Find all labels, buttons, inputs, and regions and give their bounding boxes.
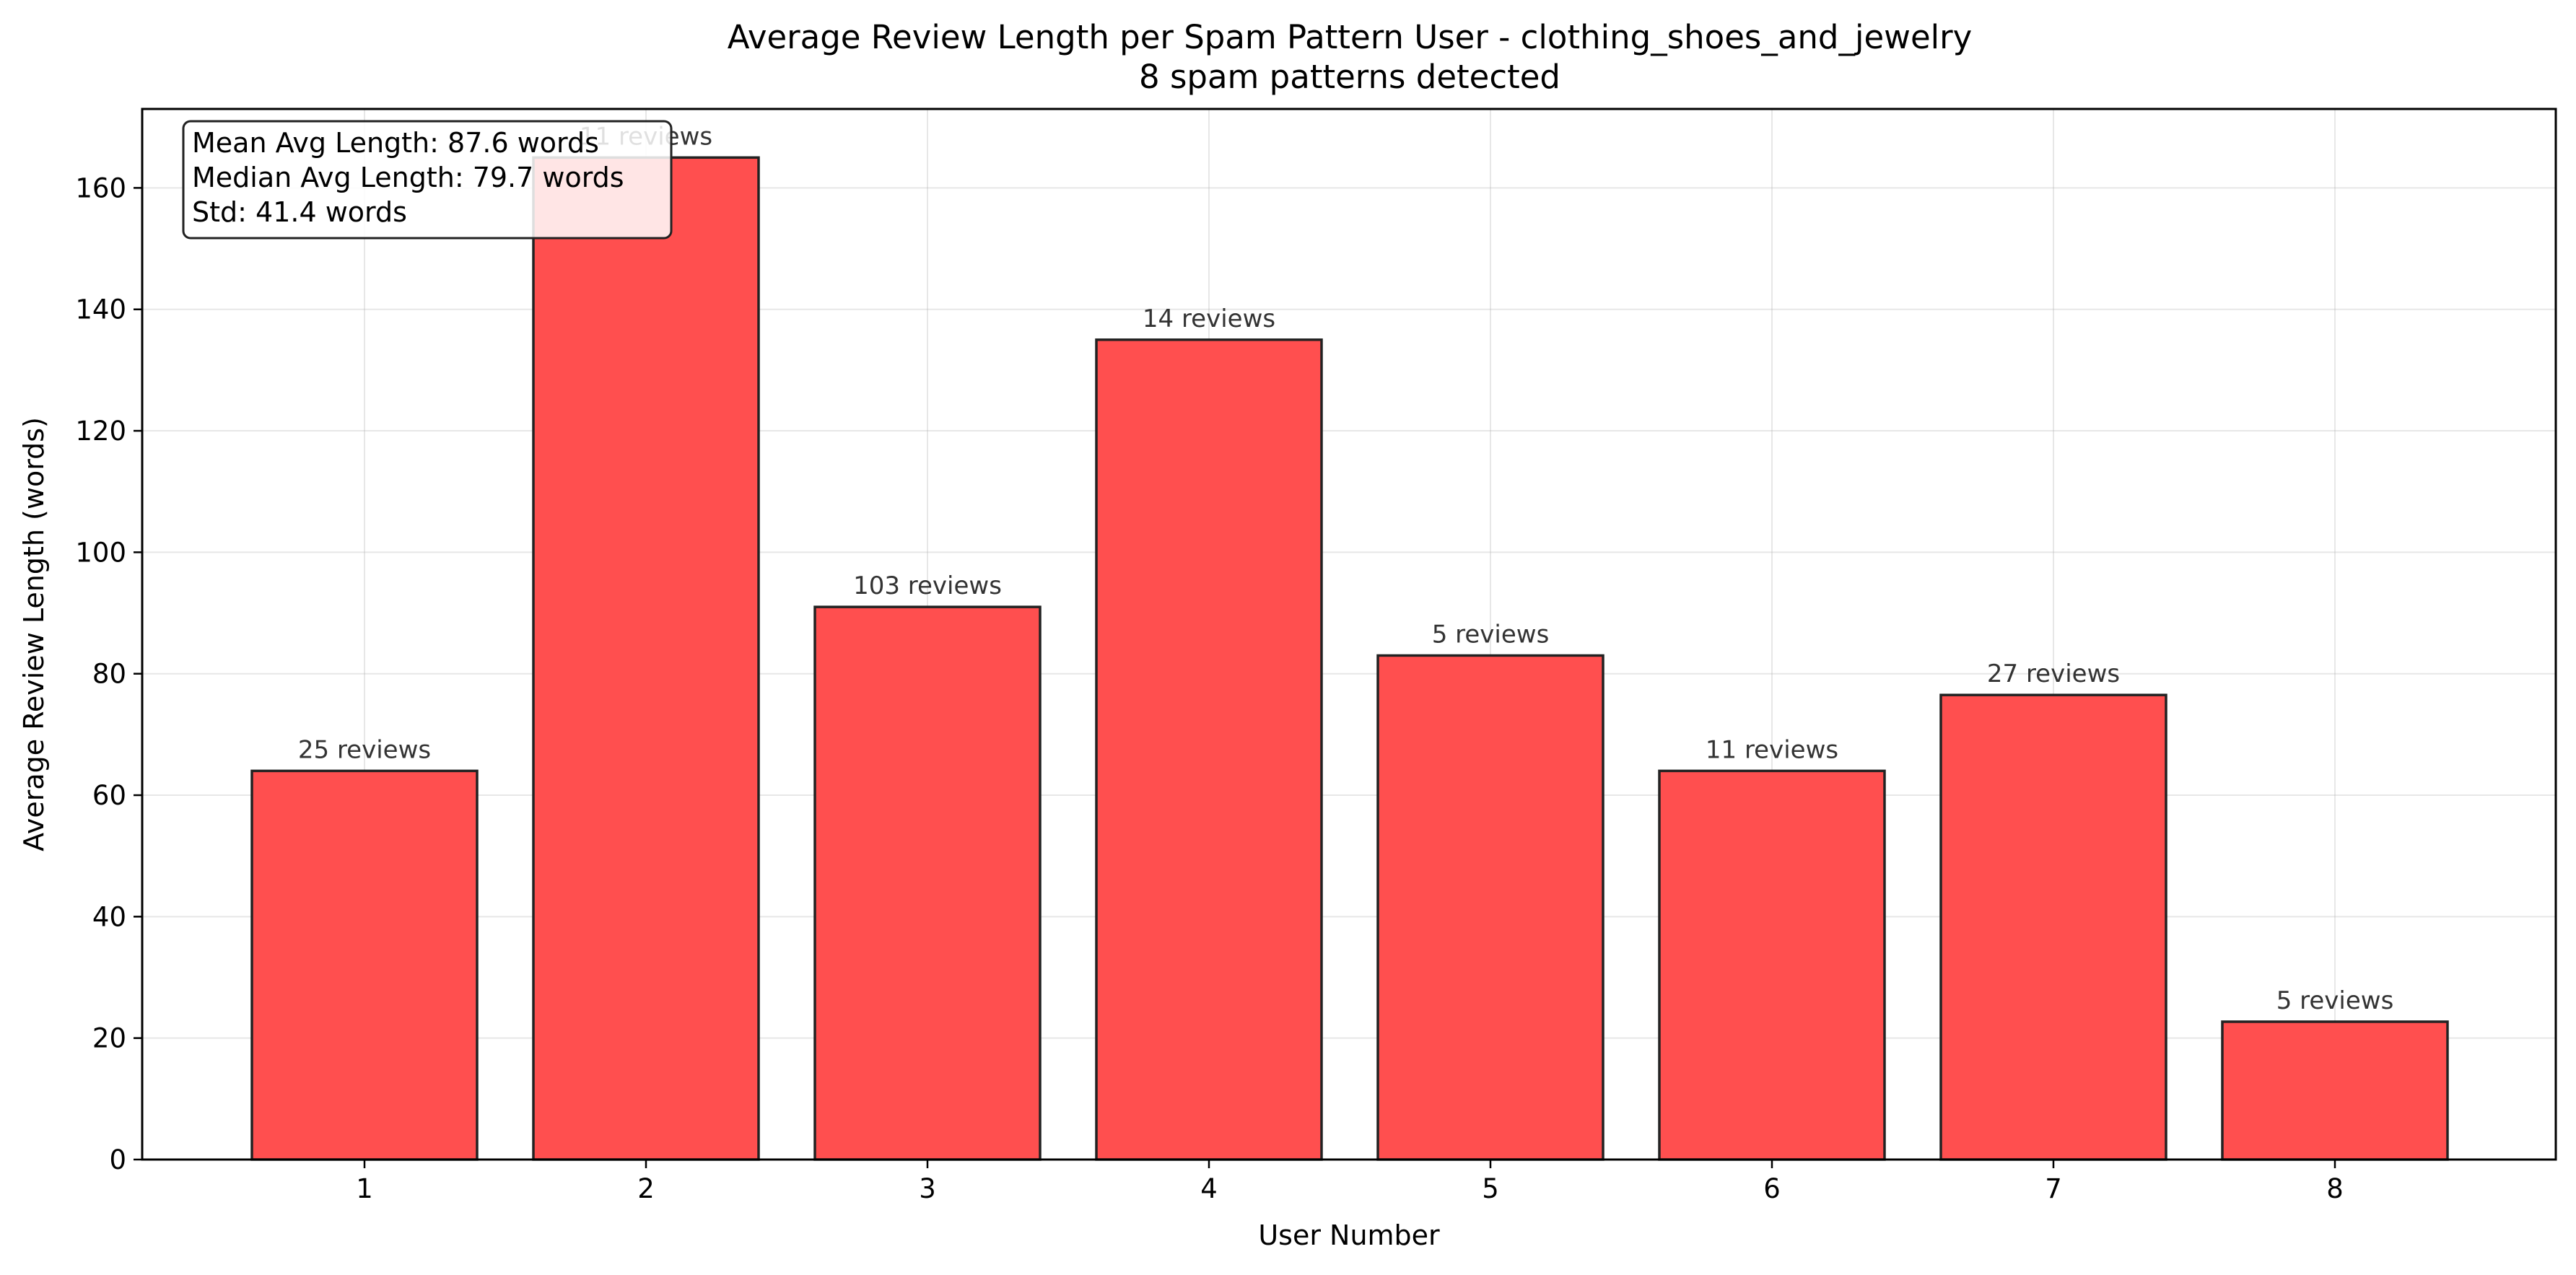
chart-subtitle: 8 spam patterns detected bbox=[1139, 58, 1560, 96]
x-axis-label: User Number bbox=[1258, 1219, 1440, 1251]
x-tick-label: 4 bbox=[1200, 1173, 1218, 1204]
x-axis-ticks: 1 2 3 4 5 6 7 8 bbox=[356, 1160, 2344, 1204]
y-tick-label: 20 bbox=[92, 1023, 126, 1054]
x-tick-label: 8 bbox=[2326, 1173, 2344, 1204]
chart-title: Average Review Length per Spam Pattern U… bbox=[728, 18, 1973, 56]
y-tick-label: 60 bbox=[92, 780, 126, 811]
x-tick-label: 3 bbox=[919, 1173, 936, 1204]
bar-data-label: 103 reviews bbox=[853, 571, 1002, 600]
y-tick-label: 40 bbox=[92, 901, 126, 932]
data-labels: 25 reviews 11 reviews 103 reviews 14 review… bbox=[298, 122, 2393, 1015]
stats-median: Median Avg Length: 79.7 words bbox=[192, 162, 624, 193]
bar-user-6 bbox=[1658, 769, 1886, 1161]
y-tick-label: 140 bbox=[75, 294, 126, 325]
stats-mean: Mean Avg Length: 87.6 words bbox=[192, 127, 599, 159]
bar-user-8 bbox=[2221, 1020, 2449, 1161]
bar-user-4 bbox=[1095, 338, 1323, 1161]
x-tick-label: 6 bbox=[1763, 1173, 1781, 1204]
bar-data-label: 11 reviews bbox=[1706, 735, 1838, 764]
y-tick-label: 120 bbox=[75, 416, 126, 447]
x-tick-label: 2 bbox=[637, 1173, 655, 1204]
bar-user-5 bbox=[1376, 654, 1604, 1161]
y-tick-label: 100 bbox=[75, 537, 126, 568]
x-tick-label: 5 bbox=[1482, 1173, 1499, 1204]
bar-user-1 bbox=[250, 769, 479, 1161]
plot-frame bbox=[141, 108, 2557, 1161]
bar-user-7 bbox=[1939, 693, 2167, 1161]
stats-box-frame bbox=[182, 120, 673, 240]
bar-data-label: 25 reviews bbox=[298, 735, 431, 764]
y-axis-label: Average Review Length (words) bbox=[18, 417, 50, 851]
bar-user-2 bbox=[532, 156, 760, 1161]
x-tick-label: 1 bbox=[356, 1173, 373, 1204]
bar-data-label: 14 reviews bbox=[1143, 304, 1275, 333]
y-tick-label: 0 bbox=[109, 1144, 126, 1175]
bar-user-3 bbox=[813, 605, 1042, 1161]
bars bbox=[250, 156, 2449, 1161]
bar-data-label: 5 reviews bbox=[1432, 620, 1550, 649]
y-axis-ticks: 0 20 40 60 80 100 120 140 160 bbox=[75, 172, 142, 1175]
bar-data-label: 27 reviews bbox=[1987, 660, 2120, 688]
y-tick-label: 80 bbox=[92, 659, 126, 690]
bar-data-label: 5 reviews bbox=[2276, 986, 2394, 1015]
x-tick-label: 7 bbox=[2045, 1173, 2062, 1204]
y-tick-label: 160 bbox=[75, 172, 126, 203]
stats-box: Mean Avg Length: 87.6 words Median Avg L… bbox=[182, 120, 673, 240]
stats-std: Std: 41.4 words bbox=[192, 196, 407, 228]
